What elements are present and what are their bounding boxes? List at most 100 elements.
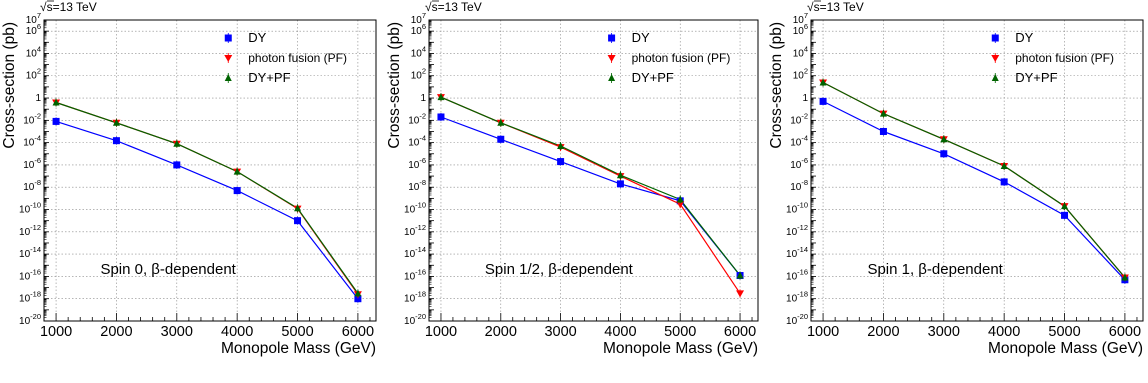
y-tick-label-base: 10: [19, 271, 31, 282]
y-tick-label-exponent: -18: [30, 290, 41, 299]
y-tick-label-base: 10: [19, 205, 31, 216]
data-point-triangle-up: [676, 195, 684, 203]
y-tick-label-base: 10: [408, 160, 420, 171]
y-tick-label-exponent: -2: [801, 111, 808, 120]
y-tick-label-exponent: 6: [422, 22, 426, 31]
x-tick-label: 6000: [1109, 324, 1141, 340]
y-tick-label-base: 10: [793, 71, 805, 82]
legend-marker-triangle-down: [607, 55, 616, 62]
x-tick-label: 2000: [485, 324, 517, 340]
x-axis-title: Monopole Mass (GeV): [603, 340, 758, 357]
legend-label: DY: [248, 30, 266, 45]
y-tick-label-exponent: -16: [797, 267, 808, 276]
chart-panel-3: 10-2010-1810-1610-1410-1210-1010-810-610…: [768, 0, 1144, 357]
y-tick-label: 10-14: [404, 245, 426, 260]
y-tick-label-exponent: -2: [34, 111, 41, 120]
y-tick-label-base: 10: [19, 227, 31, 238]
x-tick-label: 6000: [724, 324, 756, 340]
data-point-triangle-up: [557, 141, 565, 149]
x-tick-label: 5000: [1048, 324, 1080, 340]
y-tick-label-exponent: -12: [797, 223, 808, 232]
y-tick-label-base: 10: [404, 249, 416, 260]
y-tick-label-exponent: 6: [37, 22, 41, 31]
y-tick-label: 10-14: [786, 245, 808, 260]
data-point-triangle-up: [879, 109, 887, 117]
y-tick-label: 10-18: [786, 290, 808, 305]
data-point-triangle-up: [112, 118, 120, 126]
data-point-square: [616, 180, 624, 188]
data-point-square: [1061, 211, 1069, 219]
spin-annotation: Spin 1/2, β-dependent: [485, 261, 634, 278]
y-tick-label: 10-20: [19, 312, 41, 327]
y-axis-title: Cross-section (pb): [386, 22, 403, 149]
y-tick-label-base: 10: [23, 160, 35, 171]
x-tick-label: 1000: [40, 324, 72, 340]
data-point-triangle-up: [616, 171, 624, 179]
y-tick-label-base: 10: [404, 294, 416, 305]
y-tick-label: 10-18: [404, 290, 426, 305]
legend-marker-triangle-up: [991, 74, 999, 81]
y-tick-label-exponent: 7: [422, 11, 426, 20]
y-tick-label: 10-4: [790, 134, 808, 149]
y-tick-label-exponent: -4: [34, 134, 41, 143]
y-tick-label-exponent: -8: [34, 178, 41, 187]
energy-label: √s=13 TeV: [425, 0, 482, 14]
y-tick-label: 102: [411, 67, 426, 82]
y-tick-label-base: 10: [26, 48, 38, 59]
y-tick-label-exponent: -16: [30, 267, 41, 276]
x-axis-title: Monopole Mass (GeV): [221, 340, 376, 357]
y-tick-label: 10-4: [23, 134, 41, 149]
x-tick-label: 5000: [281, 324, 313, 340]
y-tick-label: 107: [793, 11, 808, 26]
y-tick-label-exponent: -14: [797, 245, 808, 254]
y-tick-label-base: 10: [408, 115, 420, 126]
y-tick-label: 106: [411, 22, 426, 37]
y-tick-label-exponent: 2: [804, 67, 808, 76]
y-tick-label: 10-12: [19, 223, 41, 238]
y-tick-label-base: 10: [404, 205, 416, 216]
y-tick-label-exponent: -18: [797, 290, 808, 299]
energy-label: √s=13 TeV: [807, 0, 864, 14]
y-tick-label: 10-6: [23, 156, 41, 171]
y-tick-label-exponent: 7: [804, 11, 808, 20]
y-tick-label-base: 10: [786, 227, 798, 238]
data-point-square: [1000, 178, 1008, 186]
y-tick-label: 106: [26, 22, 41, 37]
series-line-triangle-up: [55, 101, 359, 294]
y-tick-label: 10-8: [408, 178, 426, 193]
x-tick-label: 2000: [100, 324, 132, 340]
data-point-square: [354, 295, 362, 303]
y-tick-label-base: 10: [404, 316, 416, 327]
y-tick-label-base: 10: [19, 316, 31, 327]
legend-label: photon fusion (PF): [1015, 51, 1114, 65]
y-tick-label: 104: [793, 44, 808, 59]
y-tick-label-exponent: -6: [419, 156, 426, 165]
y-tick-label-base: 10: [23, 182, 35, 193]
legend-marker-triangle-down: [991, 55, 1000, 62]
x-tick-label: 3000: [161, 324, 193, 340]
y-tick-label-exponent: -10: [415, 201, 426, 210]
x-tick-label: 3000: [544, 324, 576, 340]
y-tick-label-exponent: -4: [419, 134, 426, 143]
y-tick-label-exponent: -8: [419, 178, 426, 187]
y-axis-title: Cross-section (pb): [1, 22, 18, 149]
x-tick-label: 3000: [928, 324, 960, 340]
data-point-triangle-up: [1061, 202, 1069, 210]
data-point-triangle-up: [52, 98, 60, 106]
y-tick-label-base: 10: [19, 294, 31, 305]
y-tick-label-base: 10: [786, 316, 798, 327]
data-point-square: [233, 187, 241, 195]
y-tick-label-base: 10: [411, 15, 423, 26]
y-tick-label-base: 10: [786, 205, 798, 216]
y-tick-label-base: 10: [790, 138, 802, 149]
y-tick-label-exponent: -18: [415, 290, 426, 299]
y-tick-label-exponent: 4: [804, 44, 808, 53]
data-point-square: [52, 117, 60, 125]
legend-label: DY+PF: [248, 70, 290, 85]
y-tick-label-exponent: 2: [37, 67, 41, 76]
y-tick-label-exponent: -4: [801, 134, 808, 143]
x-tick-label: 6000: [342, 324, 374, 340]
y-tick-label: 106: [793, 22, 808, 37]
y-tick-label: 10-20: [404, 312, 426, 327]
data-point-triangle-down: [736, 290, 745, 298]
